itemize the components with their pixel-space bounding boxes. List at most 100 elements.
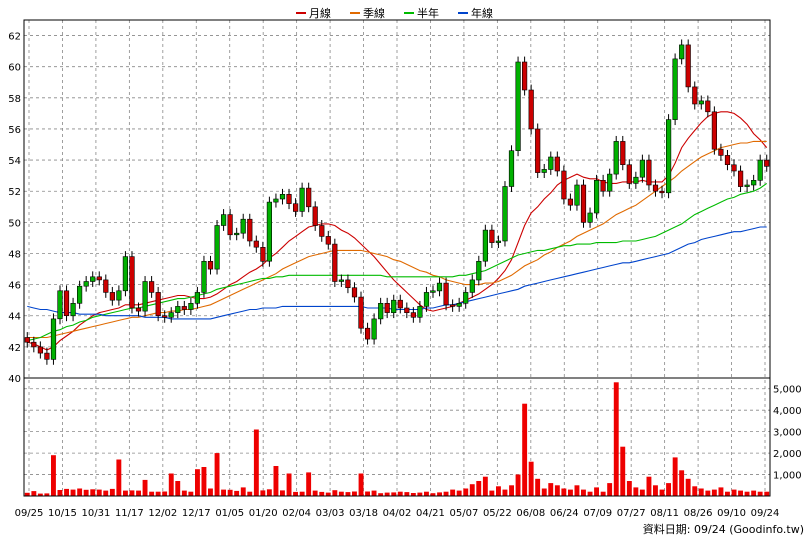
volume-bar [195, 469, 200, 496]
volume-bar [332, 490, 338, 496]
candle-body [515, 61, 521, 151]
volume-tick-label: 4,000 [773, 406, 802, 417]
candle [665, 114, 672, 199]
candle-body [103, 279, 109, 293]
candle-body [737, 170, 744, 187]
date-tick-label: 12/17 [182, 508, 211, 519]
volume-bar [548, 483, 554, 496]
volume-bar [312, 490, 318, 496]
candle-body [528, 89, 534, 130]
chart-frame [23, 19, 771, 497]
volume-bar [129, 490, 135, 496]
volume-bar [280, 490, 285, 496]
volume-bar [705, 490, 711, 496]
data-date-footer: 資料日期: 09/24 (Goodinfo.tw) [643, 522, 804, 536]
candle [633, 171, 639, 189]
candle [214, 220, 220, 275]
candle-body [273, 198, 279, 203]
candle [292, 198, 299, 217]
candle [587, 207, 593, 228]
volume-bar [404, 492, 410, 496]
candle-body [463, 292, 469, 304]
candle [77, 280, 83, 309]
volume-bar [568, 489, 573, 496]
candle-body [181, 306, 187, 310]
candle-body [207, 260, 214, 270]
candle [502, 181, 508, 247]
ma-line-1 [27, 111, 768, 351]
volume-bar [646, 476, 652, 496]
candle [168, 307, 174, 323]
date-tick-label: 12/02 [148, 508, 177, 519]
candle [31, 336, 37, 353]
candle-body [312, 206, 318, 226]
candle-body [279, 194, 286, 200]
candle [364, 322, 371, 345]
candle-body [672, 58, 678, 120]
candle-body [705, 100, 711, 113]
candle [116, 285, 122, 306]
candle-body [521, 61, 528, 91]
candle [266, 196, 273, 267]
volume-bar [162, 491, 168, 496]
candle-body [149, 281, 155, 293]
candle [332, 238, 338, 287]
volume-bar [509, 485, 514, 496]
price-tick-label: 56 [8, 125, 21, 136]
candle [57, 285, 63, 325]
volume-bar [600, 491, 606, 496]
volume-bar [764, 491, 770, 496]
candle [37, 341, 43, 359]
legend-label: 季線 [363, 6, 385, 20]
candle [188, 297, 194, 315]
volume-bar [234, 490, 240, 496]
date-tick-label: 03/18 [349, 508, 378, 519]
volume-bar [738, 490, 743, 496]
candle [528, 84, 534, 135]
volume-bar [83, 489, 89, 496]
volume-bar [260, 490, 266, 496]
candle-body [188, 302, 194, 310]
date-tick-label: 03/03 [316, 508, 345, 519]
candle [548, 151, 554, 175]
candle-body [567, 198, 573, 206]
volume-bar [437, 492, 442, 496]
candle-body [561, 170, 567, 200]
volume-bar [123, 490, 128, 496]
candle-body [436, 282, 443, 292]
candle [724, 149, 731, 171]
price-tick-label: 60 [8, 63, 21, 74]
candle [449, 299, 456, 312]
price-tick-label: 52 [8, 187, 21, 198]
candle [122, 251, 128, 297]
candle [764, 154, 770, 172]
volume-bar [221, 489, 226, 496]
date-tick-label: 09/10 [717, 508, 746, 519]
candle-body [613, 141, 619, 175]
candle [397, 294, 403, 314]
candle-body [77, 285, 83, 304]
volume-bar [345, 492, 351, 496]
candle [580, 179, 587, 228]
candle-body [639, 159, 645, 178]
volume-bar [266, 489, 272, 496]
candle-body [338, 279, 345, 282]
candle [227, 209, 233, 241]
volume-bar [64, 488, 69, 496]
candle-body [620, 141, 626, 165]
volume-bar [450, 489, 456, 496]
candle [109, 286, 115, 306]
candle-body [325, 236, 331, 245]
candle-body [31, 341, 37, 348]
candle-body [358, 296, 364, 329]
volume-bar [417, 492, 423, 496]
candle-body [214, 225, 220, 270]
candle [718, 143, 724, 161]
volume-bar [731, 489, 737, 496]
candle [299, 182, 305, 217]
volume-bar [51, 455, 56, 496]
candle [371, 313, 377, 345]
legend-item: 年線 [458, 6, 493, 20]
volume-bar [679, 470, 685, 496]
